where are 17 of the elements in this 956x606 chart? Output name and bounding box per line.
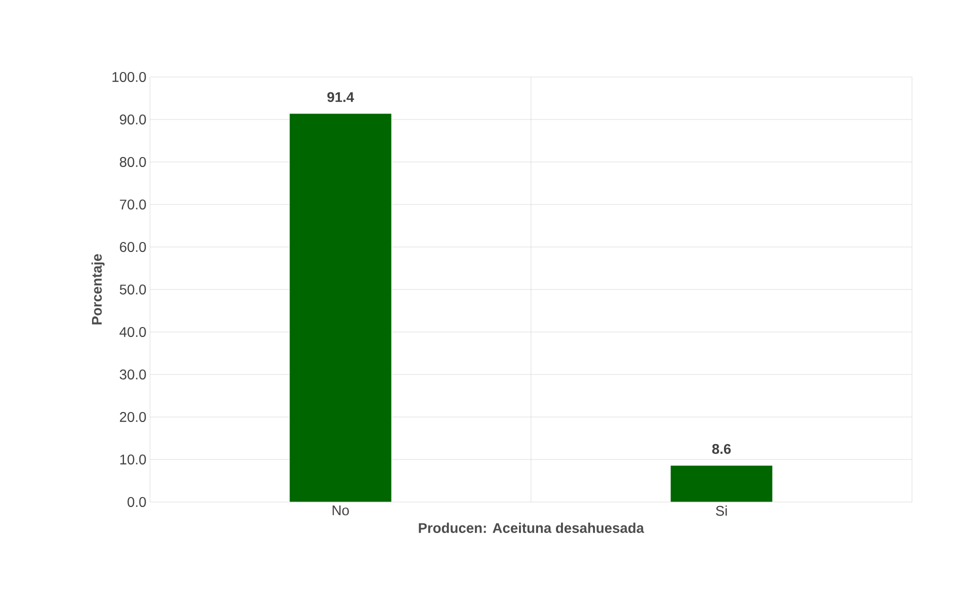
y-tick-label: 70.0 — [120, 200, 146, 210]
x-tick-label: No — [332, 506, 349, 516]
x-tick-label: Si — [716, 506, 727, 516]
data-label: 8.6 — [712, 444, 731, 454]
y-axis-title: Porcentaje — [92, 254, 105, 324]
x-axis-title: Producen: Aceituna desahuesada — [418, 522, 644, 533]
data-label: 91.4 — [327, 92, 354, 102]
y-tick-label: 100.0 — [112, 72, 146, 82]
y-tick-label: 80.0 — [120, 157, 146, 167]
y-tick-label: 50.0 — [120, 284, 146, 294]
y-tick-label: 40.0 — [120, 327, 146, 337]
y-tick-label: 0.0 — [128, 497, 146, 507]
y-tick-label: 30.0 — [120, 370, 146, 380]
y-tick-label: 10.0 — [120, 454, 146, 464]
y-tick-label: 20.0 — [120, 412, 146, 422]
y-tick-label: 60.0 — [120, 242, 146, 252]
y-tick-label: 90.0 — [120, 114, 146, 124]
